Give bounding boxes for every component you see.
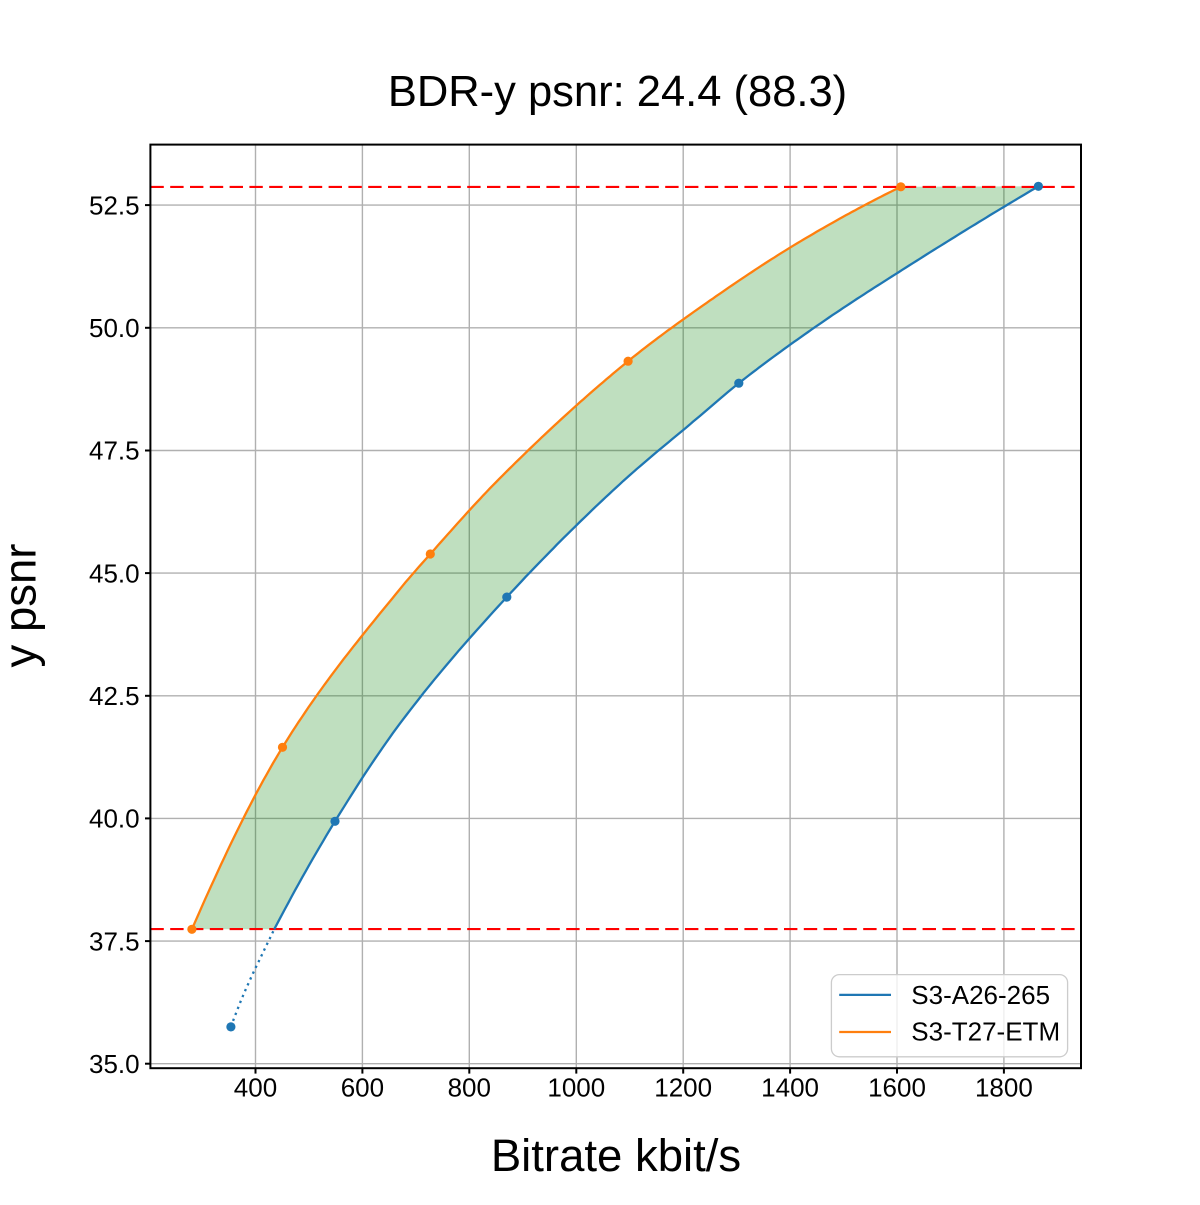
- svg-text:1000: 1000: [547, 1072, 605, 1102]
- svg-text:50.0: 50.0: [89, 313, 140, 343]
- svg-text:S3-A26-265: S3-A26-265: [911, 980, 1050, 1010]
- svg-text:42.5: 42.5: [89, 681, 140, 711]
- svg-text:35.0: 35.0: [89, 1049, 140, 1079]
- svg-text:1200: 1200: [654, 1072, 712, 1102]
- svg-text:40.0: 40.0: [89, 804, 140, 834]
- svg-text:S3-T27-ETM: S3-T27-ETM: [911, 1017, 1060, 1047]
- svg-text:1800: 1800: [975, 1072, 1033, 1102]
- svg-text:37.5: 37.5: [89, 926, 140, 956]
- svg-text:Bitrate kbit/s: Bitrate kbit/s: [491, 1130, 741, 1181]
- svg-text:400: 400: [234, 1072, 277, 1102]
- svg-text:BDR-y psnr: 24.4 (88.3): BDR-y psnr: 24.4 (88.3): [388, 68, 847, 116]
- svg-text:y psnr: y psnr: [0, 544, 46, 668]
- svg-text:45.0: 45.0: [89, 558, 140, 588]
- svg-text:600: 600: [341, 1072, 384, 1102]
- svg-text:1400: 1400: [761, 1072, 819, 1102]
- svg-text:1600: 1600: [868, 1072, 926, 1102]
- svg-text:800: 800: [448, 1072, 491, 1102]
- svg-text:52.5: 52.5: [89, 190, 140, 220]
- svg-text:47.5: 47.5: [89, 436, 140, 466]
